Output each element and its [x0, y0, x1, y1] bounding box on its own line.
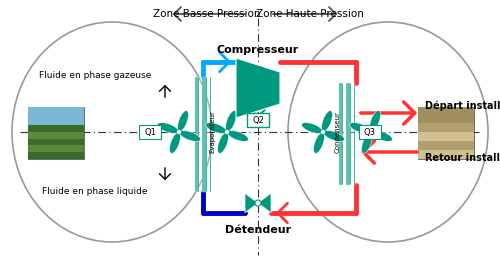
Bar: [28, 132, 84, 139]
Ellipse shape: [158, 122, 178, 133]
Circle shape: [368, 130, 374, 134]
Polygon shape: [258, 193, 271, 213]
Ellipse shape: [372, 131, 392, 142]
Circle shape: [224, 130, 230, 134]
Bar: [195, 77, 196, 192]
Bar: [342, 83, 343, 185]
Ellipse shape: [302, 122, 322, 133]
Ellipse shape: [226, 111, 236, 131]
Text: Q2: Q2: [252, 116, 264, 125]
Text: Départ installation: Départ installation: [425, 101, 500, 111]
Bar: [344, 83, 346, 185]
Bar: [28, 139, 84, 145]
Bar: [208, 77, 210, 192]
Bar: [206, 77, 207, 192]
Text: Q1: Q1: [144, 128, 156, 136]
Ellipse shape: [370, 111, 380, 131]
Ellipse shape: [314, 133, 324, 153]
Text: Fluide en phase gazeuse: Fluide en phase gazeuse: [39, 70, 151, 79]
Ellipse shape: [206, 122, 227, 133]
Ellipse shape: [178, 111, 188, 131]
Text: Condenseur: Condenseur: [335, 111, 341, 153]
Ellipse shape: [228, 131, 248, 142]
Bar: [418, 107, 474, 122]
Text: Fluide en phase liquide: Fluide en phase liquide: [42, 187, 148, 196]
Bar: [339, 83, 340, 185]
Bar: [347, 83, 348, 185]
Ellipse shape: [324, 131, 344, 142]
Bar: [28, 107, 84, 125]
Polygon shape: [236, 58, 280, 118]
Bar: [418, 122, 474, 132]
Ellipse shape: [350, 122, 370, 133]
Text: Zone Basse Pression: Zone Basse Pression: [153, 9, 261, 19]
Text: Compresseur: Compresseur: [217, 45, 299, 55]
Bar: [352, 83, 354, 185]
Bar: [28, 152, 84, 159]
Bar: [204, 77, 205, 192]
Bar: [340, 83, 341, 185]
Bar: [196, 77, 197, 192]
Text: Retour installation: Retour installation: [425, 153, 500, 163]
Ellipse shape: [322, 111, 332, 131]
Bar: [28, 125, 84, 132]
Bar: [350, 83, 351, 185]
Polygon shape: [245, 193, 258, 213]
Bar: [418, 107, 474, 159]
Text: Q3: Q3: [364, 128, 376, 136]
Bar: [418, 150, 474, 159]
Ellipse shape: [180, 131, 201, 142]
FancyBboxPatch shape: [247, 113, 269, 127]
FancyBboxPatch shape: [139, 125, 161, 139]
Bar: [28, 107, 84, 159]
Bar: [348, 83, 349, 185]
Bar: [418, 141, 474, 150]
Bar: [200, 77, 202, 192]
Bar: [28, 145, 84, 152]
Ellipse shape: [362, 133, 372, 153]
Circle shape: [255, 200, 261, 206]
Circle shape: [176, 130, 182, 134]
Bar: [198, 77, 199, 192]
Circle shape: [320, 130, 326, 134]
Text: Evaporateur: Evaporateur: [209, 111, 215, 153]
FancyBboxPatch shape: [359, 125, 381, 139]
Text: Zone Haute Pression: Zone Haute Pression: [256, 9, 364, 19]
Ellipse shape: [170, 133, 180, 153]
Ellipse shape: [218, 133, 228, 153]
Text: Détendeur: Détendeur: [225, 225, 291, 235]
Bar: [418, 132, 474, 141]
